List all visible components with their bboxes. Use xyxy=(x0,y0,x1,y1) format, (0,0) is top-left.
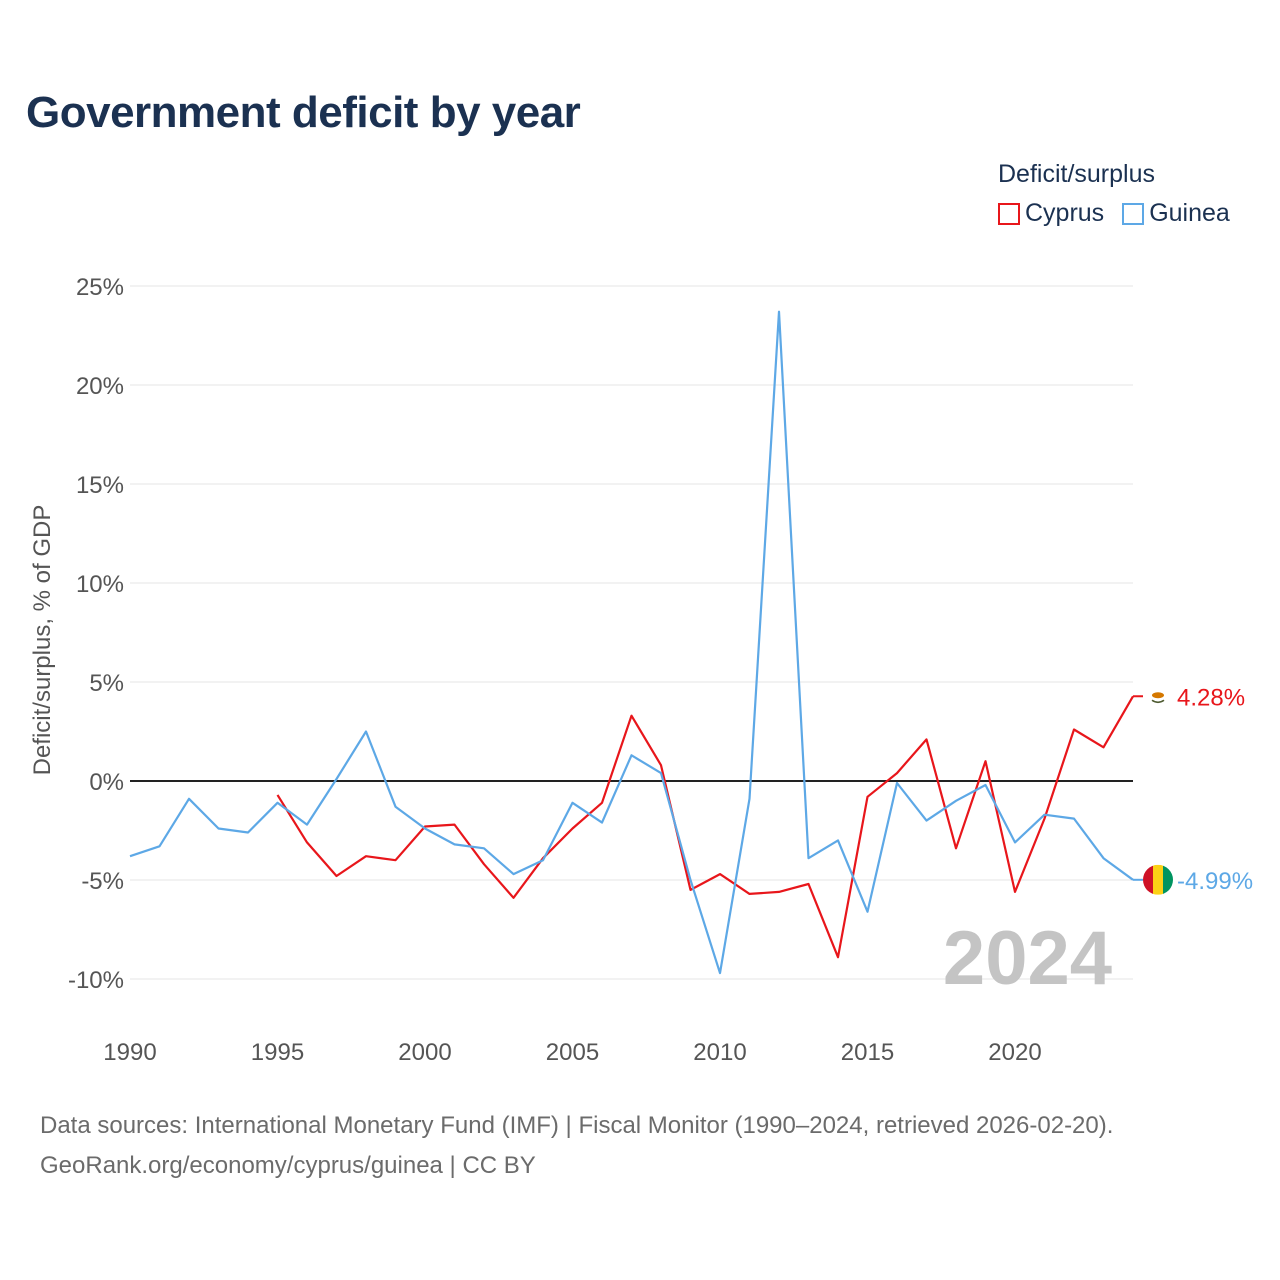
series-line-cyprus xyxy=(276,695,1134,959)
series-end-markers: 4.28% -4.99% xyxy=(1133,684,1253,895)
cyprus-flag-icon xyxy=(1149,687,1167,706)
sources-line-2[interactable]: GeoRank.org/economy/cyprus/guinea | CC B… xyxy=(40,1152,536,1179)
y-tick-label: 15% xyxy=(76,472,124,499)
year-watermark: 2024 xyxy=(943,916,1112,1001)
chart-title: Government deficit by year xyxy=(26,88,581,137)
legend-swatch-guinea xyxy=(1122,202,1145,225)
x-tick-label: 2010 xyxy=(693,1039,746,1066)
x-tick-labels: 1990 1995 2000 2005 2010 2015 2020 xyxy=(103,1039,1041,1066)
y-tick-label: 20% xyxy=(76,373,124,400)
y-tick-label: 5% xyxy=(89,670,124,697)
legend-label-guinea: Guinea xyxy=(1149,199,1230,227)
y-tick-label: 25% xyxy=(76,274,124,301)
x-tick-label: 1995 xyxy=(251,1039,304,1066)
x-tick-label: 1990 xyxy=(103,1039,156,1066)
grid-lines xyxy=(130,285,1133,980)
legend-title: Deficit/surplus xyxy=(998,160,1155,188)
data-sources: Data sources: International Monetary Fun… xyxy=(40,1106,1113,1186)
x-tick-label: 2020 xyxy=(988,1039,1041,1066)
y-tick-label: -5% xyxy=(81,868,124,895)
x-tick-label: 2000 xyxy=(398,1039,451,1066)
series-lines xyxy=(129,310,1134,975)
sources-line-1: Data sources: International Monetary Fun… xyxy=(40,1112,1114,1139)
legend-item-cyprus[interactable]: Cyprus xyxy=(998,199,1104,228)
end-label-guinea: -4.99% xyxy=(1177,868,1253,895)
x-tick-label: 2005 xyxy=(546,1039,599,1066)
legend: Deficit/surplus Cyprus Guinea xyxy=(998,160,1268,228)
legend-item-guinea[interactable]: Guinea xyxy=(1122,199,1230,228)
end-label-cyprus: 4.28% xyxy=(1177,684,1245,711)
y-tick-labels: -10% -5% 0% 5% 10% 15% 20% 25% xyxy=(68,274,124,994)
legend-label-cyprus: Cyprus xyxy=(1025,199,1105,227)
y-axis-label: Deficit/surplus, % of GDP xyxy=(29,505,56,776)
x-tick-label: 2015 xyxy=(841,1039,894,1066)
series-line-guinea xyxy=(129,310,1134,975)
guinea-flag-icon xyxy=(1143,864,1173,895)
y-tick-label: 10% xyxy=(76,571,124,598)
y-tick-label: 0% xyxy=(89,769,124,796)
legend-swatch-cyprus xyxy=(998,202,1020,225)
y-tick-label: -10% xyxy=(68,967,124,994)
